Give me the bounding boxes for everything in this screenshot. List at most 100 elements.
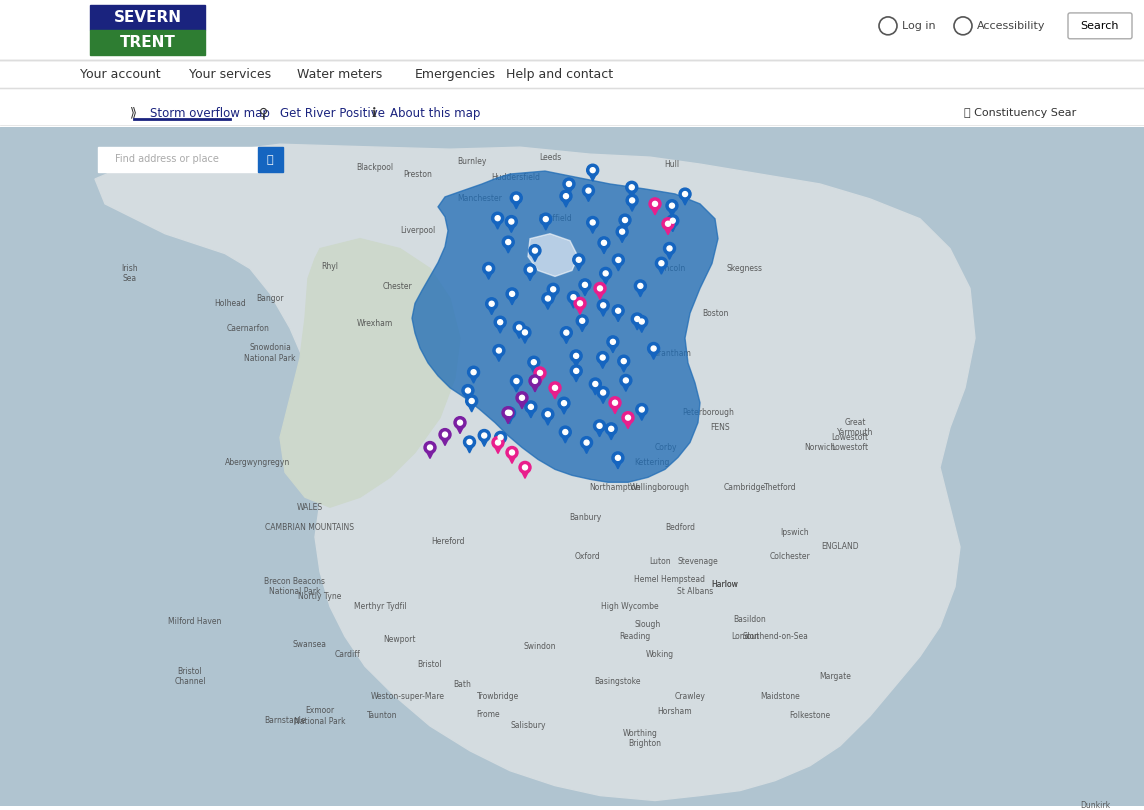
Circle shape [662, 218, 674, 230]
Circle shape [527, 267, 532, 272]
Text: Lincoln: Lincoln [659, 264, 685, 273]
Polygon shape [508, 455, 516, 463]
Text: Liverpool: Liverpool [400, 226, 436, 235]
Circle shape [534, 367, 546, 379]
Circle shape [509, 450, 515, 455]
Text: Find address or place: Find address or place [116, 154, 219, 164]
Text: Log in: Log in [901, 21, 936, 31]
Circle shape [502, 407, 514, 419]
Circle shape [609, 397, 621, 409]
Text: Crawley: Crawley [675, 692, 706, 701]
Circle shape [612, 452, 623, 464]
Circle shape [507, 411, 513, 416]
Circle shape [532, 248, 538, 253]
Circle shape [516, 392, 529, 403]
Text: Blackpool: Blackpool [357, 163, 394, 172]
Text: Bangor: Bangor [256, 294, 284, 303]
Polygon shape [585, 194, 593, 202]
Circle shape [574, 297, 586, 309]
Text: Colchester: Colchester [770, 552, 810, 561]
Text: SEVERN: SEVERN [113, 10, 182, 25]
Polygon shape [518, 401, 526, 409]
Polygon shape [521, 471, 529, 479]
Text: Chester: Chester [383, 282, 413, 291]
Circle shape [532, 378, 538, 383]
Text: Lowestoft: Lowestoft [832, 443, 868, 452]
Text: Irish
Sea: Irish Sea [121, 264, 138, 284]
Circle shape [599, 267, 612, 279]
Circle shape [620, 374, 631, 386]
Circle shape [542, 408, 554, 420]
Text: Water meters: Water meters [297, 68, 382, 81]
Circle shape [590, 220, 595, 225]
Text: Bedford: Bedford [665, 522, 696, 531]
Circle shape [605, 423, 618, 435]
Circle shape [573, 353, 579, 358]
Circle shape [486, 298, 498, 309]
Bar [259, 147, 283, 172]
Text: Cambridge: Cambridge [724, 483, 766, 492]
Polygon shape [599, 395, 607, 403]
Polygon shape [468, 404, 476, 412]
Text: Basingstoke: Basingstoke [595, 676, 642, 686]
Text: Harlow: Harlow [712, 580, 738, 589]
Text: Storm overflow map: Storm overflow map [150, 107, 270, 120]
Text: Your account: Your account [80, 68, 160, 81]
Polygon shape [542, 222, 550, 230]
Circle shape [463, 436, 476, 448]
Text: Abergwyngregyn: Abergwyngregyn [225, 458, 291, 467]
Circle shape [582, 185, 595, 197]
Polygon shape [636, 289, 644, 296]
Text: Grantham: Grantham [652, 348, 691, 357]
Circle shape [574, 369, 579, 373]
Text: Bristol
Channel: Bristol Channel [174, 667, 206, 686]
Circle shape [622, 411, 634, 424]
Circle shape [635, 280, 646, 292]
Polygon shape [521, 335, 529, 343]
Circle shape [602, 241, 606, 245]
Polygon shape [634, 322, 642, 330]
Circle shape [579, 279, 591, 291]
Circle shape [578, 301, 582, 306]
Circle shape [666, 221, 670, 226]
Polygon shape [666, 251, 674, 259]
Polygon shape [551, 390, 559, 399]
Circle shape [490, 301, 494, 306]
Polygon shape [578, 324, 586, 332]
FancyBboxPatch shape [1068, 13, 1133, 39]
Text: Frome: Frome [476, 710, 500, 718]
Circle shape [510, 375, 523, 387]
Circle shape [542, 292, 554, 305]
Circle shape [594, 420, 605, 432]
Circle shape [527, 356, 540, 369]
Circle shape [593, 382, 598, 386]
Circle shape [639, 407, 644, 412]
Circle shape [664, 242, 675, 254]
Polygon shape [620, 364, 628, 372]
Polygon shape [543, 301, 551, 309]
Polygon shape [412, 171, 718, 482]
Circle shape [669, 203, 675, 208]
Polygon shape [589, 173, 597, 181]
Circle shape [589, 378, 602, 390]
Text: Skegness: Skegness [726, 264, 763, 273]
Text: Brecon Beacons
National Park: Brecon Beacons National Park [264, 577, 326, 596]
Circle shape [506, 215, 517, 228]
Text: Barnstaple: Barnstaple [264, 717, 305, 726]
Text: WALES: WALES [297, 503, 323, 512]
Circle shape [506, 240, 510, 245]
Circle shape [496, 348, 501, 353]
Polygon shape [95, 144, 975, 800]
Circle shape [519, 395, 524, 400]
Text: Reading: Reading [619, 632, 651, 641]
Text: Hemel Hempstead: Hemel Hempstead [635, 575, 706, 584]
Circle shape [503, 407, 516, 419]
Circle shape [466, 395, 478, 407]
Polygon shape [537, 376, 545, 384]
Circle shape [570, 365, 582, 377]
Polygon shape [507, 224, 515, 232]
Polygon shape [494, 446, 502, 454]
Polygon shape [506, 416, 514, 424]
Circle shape [609, 426, 613, 431]
Text: Southend-on-Sea: Southend-on-Sea [742, 632, 808, 641]
